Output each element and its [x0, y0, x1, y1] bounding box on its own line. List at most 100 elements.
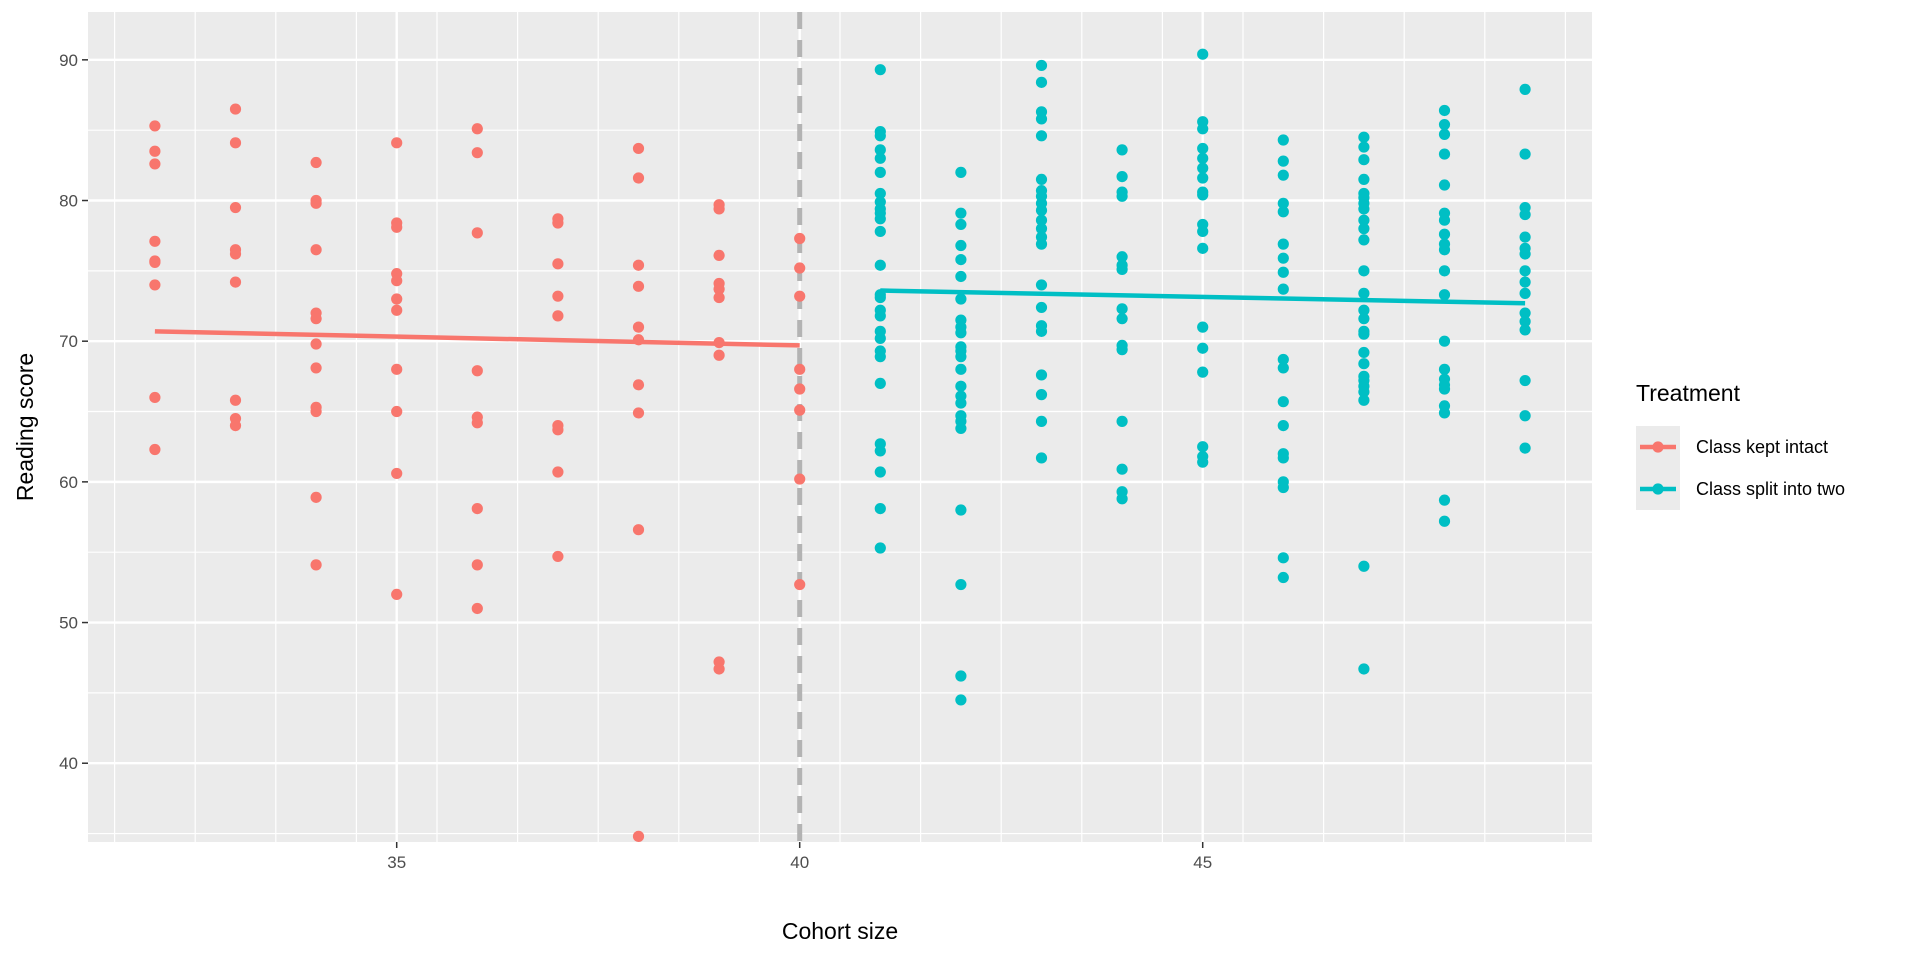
data-point [713, 203, 725, 215]
data-point [1358, 154, 1370, 166]
data-point [632, 407, 645, 419]
x-axis-title: Cohort size [782, 918, 898, 944]
data-point [955, 218, 967, 231]
data-point [471, 602, 483, 615]
data-point [1358, 234, 1370, 246]
data-point [391, 293, 403, 305]
data-point [1035, 389, 1048, 401]
data-point [955, 207, 967, 219]
data-point [229, 419, 242, 432]
data-point [1438, 148, 1451, 160]
data-point [1197, 366, 1209, 378]
data-point [955, 397, 967, 409]
data-point [149, 256, 161, 269]
data-point [310, 362, 322, 374]
data-point [1519, 248, 1531, 260]
data-point [713, 249, 725, 261]
data-point [1277, 252, 1289, 264]
data-point [955, 166, 967, 178]
data-point [1035, 238, 1048, 250]
data-point [310, 491, 322, 503]
data-point [1519, 324, 1531, 336]
data-point [874, 144, 886, 156]
data-point [310, 405, 322, 418]
data-point [1438, 265, 1451, 277]
data-point [1519, 276, 1531, 288]
data-point [955, 694, 967, 706]
data-point [1358, 346, 1370, 359]
data-point [1438, 335, 1451, 347]
data-point [1438, 244, 1451, 256]
data-point [229, 276, 242, 288]
data-point [1277, 266, 1289, 278]
y-tick-label: 80 [59, 192, 78, 211]
data-point [1438, 515, 1451, 527]
data-point [1358, 304, 1370, 316]
legend-label: Class split into two [1696, 479, 1845, 499]
data-point [1197, 242, 1209, 254]
data-point [632, 321, 645, 333]
y-axis-title: Reading score [12, 353, 38, 501]
data-point [794, 290, 806, 302]
x-tick-label: 35 [387, 853, 406, 872]
data-point [1438, 407, 1451, 419]
data-point [552, 258, 564, 270]
data-point [794, 383, 806, 395]
data-point [1197, 456, 1209, 468]
gridlines [88, 12, 1592, 842]
data-point [1035, 173, 1048, 186]
fit-line [880, 288, 1526, 306]
data-point [955, 380, 967, 392]
data-point [1358, 131, 1370, 143]
data-point [1438, 494, 1451, 506]
data-point [1519, 148, 1531, 160]
data-point [552, 550, 564, 563]
data-point [874, 152, 886, 164]
data-point [391, 588, 403, 601]
y-tick-label: 50 [59, 614, 78, 633]
data-point [1197, 123, 1209, 135]
data-point [1358, 265, 1370, 277]
data-point [149, 391, 161, 404]
data-point [955, 239, 967, 252]
data-point [1358, 141, 1370, 153]
y-tick-label: 90 [59, 51, 78, 70]
data-point [1519, 374, 1531, 387]
data-point [1438, 118, 1451, 131]
data-point [471, 123, 483, 135]
data-point [391, 405, 403, 418]
data-point [1197, 441, 1209, 453]
data-point [874, 225, 886, 238]
data-point [1035, 223, 1048, 235]
data-point [149, 120, 161, 132]
data-point [1277, 353, 1289, 366]
data-point [1358, 214, 1370, 226]
data-point [1358, 173, 1370, 186]
y-tick-label: 40 [59, 754, 78, 773]
data-point [1197, 189, 1209, 201]
data-point [632, 830, 645, 842]
data-point [1438, 128, 1451, 140]
data-point [310, 244, 322, 256]
x-tick-label: 45 [1193, 853, 1212, 872]
data-point [229, 137, 242, 149]
data-point [874, 332, 886, 344]
data-point [713, 291, 725, 304]
data-point [1277, 419, 1289, 432]
data-point [874, 291, 886, 304]
data-point [1116, 190, 1128, 202]
y-tick-label: 70 [59, 332, 78, 351]
data-point [713, 663, 725, 675]
data-point [471, 559, 483, 571]
data-point [1277, 362, 1289, 374]
data-point [874, 466, 886, 478]
data-point [149, 235, 161, 247]
data-point [1438, 104, 1451, 117]
data-point [1277, 481, 1289, 494]
data-point [552, 290, 564, 302]
data-point [1116, 313, 1128, 325]
data-point [632, 379, 645, 391]
data-point [1358, 663, 1370, 675]
data-point [229, 201, 242, 214]
data-point [1277, 396, 1289, 408]
